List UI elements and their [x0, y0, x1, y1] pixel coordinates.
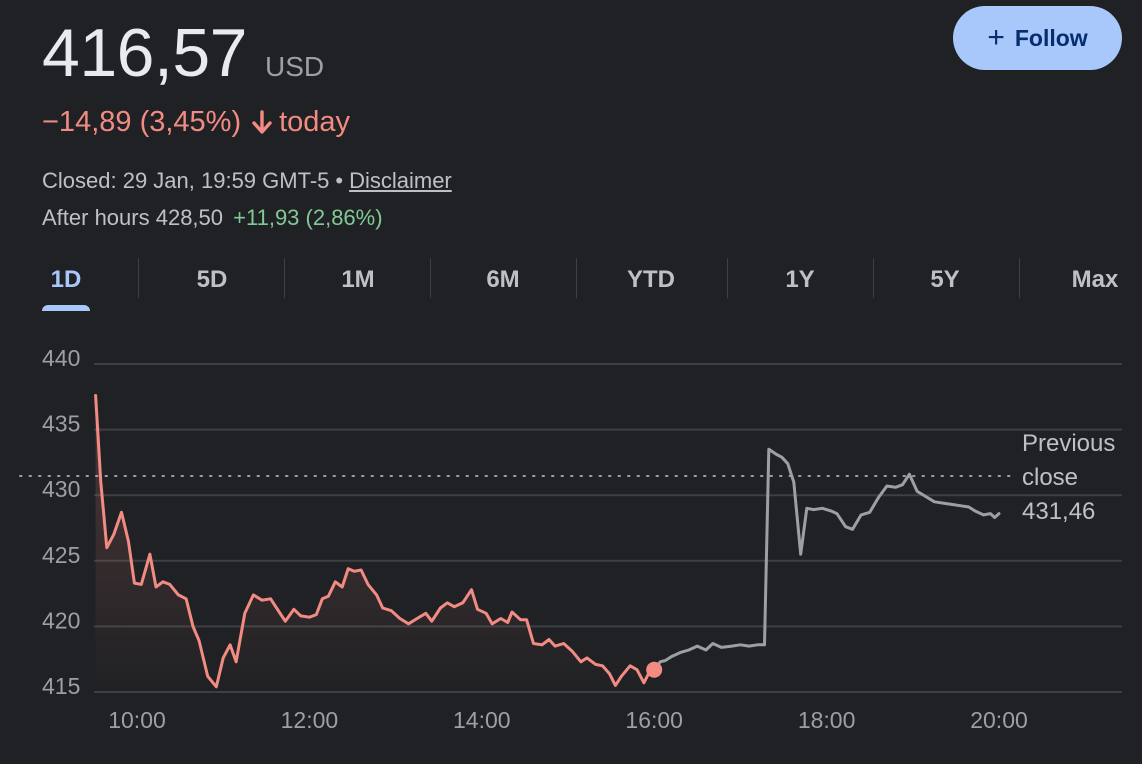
closed-time: Closed: 29 Jan, 19:59 GMT-5 [42, 168, 330, 193]
current-price: 416,57 [42, 15, 247, 91]
y-tick-label: 420 [42, 607, 80, 633]
separator-dot: • [335, 168, 344, 193]
x-tick-label: 10:00 [108, 707, 166, 733]
y-tick-label: 440 [42, 345, 80, 371]
x-tick-label: 16:00 [625, 707, 683, 733]
tab-label: 1D [50, 266, 82, 293]
x-tick-label: 20:00 [970, 707, 1028, 733]
tab-ytd[interactable]: YTD [610, 255, 692, 305]
tab-1y[interactable]: 1Y [760, 255, 840, 305]
tab-label: YTD [627, 266, 675, 293]
tab-label: 5Y [930, 266, 960, 293]
after-hours-info: After hours 428,50 +11,93 (2,86%) [42, 205, 383, 231]
daily-change: −14,89 (3,45%) today [42, 106, 350, 139]
disclaimer-link[interactable]: Disclaimer [349, 168, 452, 193]
currency-label: USD [264, 51, 325, 82]
follow-button[interactable]: + Follow [953, 6, 1122, 70]
tab-label: 6M [486, 266, 520, 293]
tab-6m[interactable]: 6M [463, 255, 543, 305]
change-suffix: today [279, 106, 351, 138]
after-hours-change: +11,93 (2,86%) [233, 205, 383, 230]
tab-label: 1Y [785, 266, 815, 293]
tab-1d[interactable]: 1D [42, 255, 90, 311]
regular-session-area [95, 395, 655, 692]
follow-button-label: Follow [1014, 24, 1088, 51]
x-tick-label: 14:00 [453, 707, 511, 733]
y-tick-label: 425 [42, 542, 80, 568]
y-tick-label: 435 [42, 411, 80, 437]
tab-label: Max [1071, 266, 1119, 293]
tab-divider [284, 258, 285, 298]
price-chart[interactable]: 415 420 425 430 435 440 Previous close 431,46 10:… [0, 340, 1142, 764]
previous-close-label: close [1022, 464, 1078, 491]
time-range-tabs: 1D 5D 1M 6M YTD 1Y 5Y Max [0, 255, 1142, 311]
after-hours-price: After hours 428,50 [42, 205, 224, 230]
tab-max[interactable]: Max [1060, 255, 1130, 305]
tab-divider [576, 258, 577, 298]
change-value: −14,89 (3,45%) [42, 106, 242, 138]
tab-5y[interactable]: 5Y [905, 255, 985, 305]
previous-close-value: 431,46 [1022, 498, 1095, 525]
plus-icon: + [987, 21, 1005, 54]
close-marker [646, 661, 663, 678]
price-row: 416,57 USD [42, 14, 324, 92]
x-tick-label: 12:00 [281, 707, 339, 733]
tab-divider [873, 258, 874, 298]
y-tick-label: 430 [42, 476, 80, 502]
tab-divider [727, 258, 728, 298]
active-tab-indicator [42, 305, 90, 311]
previous-close-label: Previous [1022, 430, 1115, 457]
tab-divider [1019, 258, 1020, 298]
x-tick-label: 18:00 [798, 707, 856, 733]
tab-1m[interactable]: 1M [318, 255, 398, 305]
y-tick-label: 415 [42, 673, 80, 699]
after-hours-line [652, 447, 1001, 672]
close-info: Closed: 29 Jan, 19:59 GMT-5 • Disclaimer [42, 168, 452, 194]
regular-session-line [94, 394, 656, 689]
tab-5d[interactable]: 5D [172, 255, 252, 305]
tab-label: 1M [341, 266, 375, 293]
tab-label: 5D [196, 266, 228, 293]
arrow-down-icon [251, 109, 273, 136]
tab-divider [138, 258, 139, 298]
tab-divider [430, 258, 431, 298]
